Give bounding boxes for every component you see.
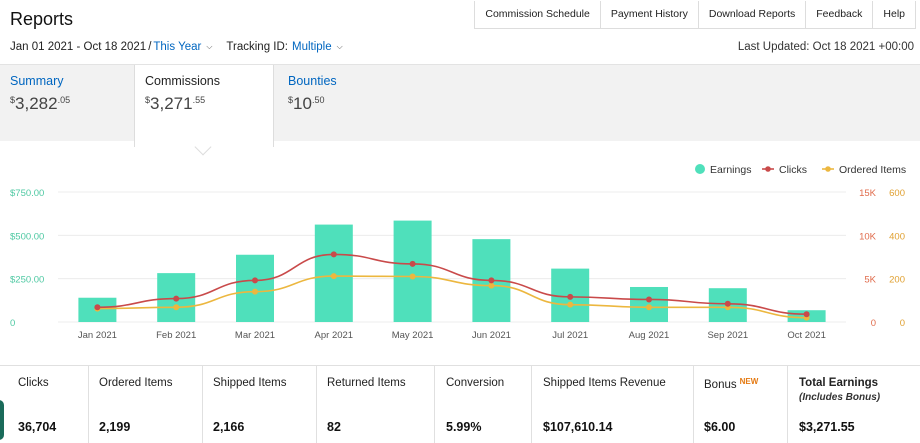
stat-value: $107,610.14 — [543, 420, 613, 434]
stat-value: 82 — [327, 420, 341, 434]
filter-bar: Jan 01 2021 - Oct 18 2021 / This Year ⌵ … — [10, 41, 343, 53]
clicks-point — [173, 295, 180, 302]
clicks-line — [97, 253, 807, 315]
legend-clicks-label: Clicks — [779, 164, 807, 176]
ordered-items-line — [97, 275, 807, 319]
y-right-clicks-tick: 15K — [859, 188, 877, 199]
summary-tabs: Summary $3,282.05 Commissions $3,271.55 … — [0, 64, 920, 147]
stat-value: 2,199 — [99, 420, 131, 434]
ordered-items-point — [646, 304, 652, 311]
ordered-items-point — [330, 273, 337, 280]
stat-shipped-items: Shipped Items 2,166 — [202, 366, 316, 443]
stat-returned-items: Returned Items 82 — [316, 366, 434, 443]
legend-earnings-label: Earnings — [710, 164, 751, 176]
stats-strip: Clicks 36,704 Ordered Items 2,199 Shippe… — [0, 365, 920, 443]
stat-clicks: Clicks 36,704 — [18, 377, 57, 434]
tab-label: Bounties — [288, 74, 337, 88]
legend-earnings-marker — [695, 164, 705, 174]
x-tick-label: Jan 2021 — [78, 330, 117, 341]
page-title: Reports — [10, 9, 74, 29]
clicks-point — [567, 293, 574, 300]
tab-label: Summary — [10, 74, 64, 88]
clicks-point — [409, 260, 416, 267]
stat-value: 2,166 — [213, 420, 245, 434]
clicks-point — [488, 277, 495, 284]
x-tick-label: Jul 2021 — [552, 330, 588, 341]
clicks-point — [724, 300, 731, 307]
clicks-point — [94, 304, 101, 311]
chevron-down-icon[interactable]: ⌵ — [206, 42, 213, 51]
stat-value: 36,704 — [18, 420, 57, 434]
ordered-items-point — [409, 273, 416, 280]
stat-subtitle: (Includes Bonus) — [799, 392, 881, 403]
y-left-tick: $250.00 — [10, 275, 44, 286]
x-tick-label: Feb 2021 — [156, 330, 196, 341]
download-reports-link[interactable]: Download Reports — [698, 1, 807, 29]
y-right-clicks-tick: 0 — [871, 318, 876, 329]
tab-commissions[interactable]: Commissions $3,271.55 — [134, 65, 274, 147]
clicks-point — [646, 296, 652, 303]
y-left-tick: 0 — [10, 318, 15, 329]
y-right-clicks-tick: 5K — [864, 275, 876, 286]
commission-schedule-link[interactable]: Commission Schedule — [475, 1, 601, 29]
report-header: Reports Commission Schedule Payment Hist… — [0, 0, 920, 64]
y-right-items-tick: 200 — [889, 275, 905, 286]
stat-value: $6.00 — [704, 420, 736, 434]
tab-amount: $10.50 — [288, 94, 325, 113]
tab-bounties[interactable]: Bounties $10.50 — [278, 65, 408, 142]
earnings-bar — [393, 220, 432, 322]
y-right-clicks-tick: 10K — [859, 231, 877, 242]
legend-ordered-dot — [825, 166, 831, 172]
stat-bonus: Bonus NEW $6.00 — [693, 366, 787, 443]
stat-value: 5.99% — [446, 420, 482, 434]
y-right-items-tick: 400 — [889, 231, 905, 242]
x-tick-label: Jun 2021 — [472, 330, 511, 341]
ordered-items-point — [567, 301, 574, 308]
earnings-bar — [236, 254, 274, 322]
date-range: Jan 01 2021 - Oct 18 2021 — [10, 41, 147, 53]
help-link[interactable]: Help — [873, 1, 916, 29]
new-badge: NEW — [739, 377, 759, 386]
clicks-point — [252, 277, 258, 284]
ordered-items-point — [488, 282, 495, 289]
top-nav: Commission Schedule Payment History Down… — [474, 1, 916, 29]
x-tick-label: May 2021 — [392, 330, 434, 341]
x-tick-label: Sep 2021 — [707, 330, 748, 341]
legend-ordered-label: Ordered Items — [839, 164, 906, 176]
legend-clicks-dot — [765, 166, 771, 172]
y-right-items-tick: 0 — [900, 318, 905, 329]
commissions-chart: 0 $250.00 $500.00 $750.00 0 5K 10K 15K 0 200 400 60… — [10, 164, 906, 341]
x-tick-label: Apr 2021 — [315, 330, 354, 341]
y-left-tick: $500.00 — [10, 231, 44, 242]
tracking-id-label: Tracking ID: — [226, 41, 288, 53]
stat-conversion: Conversion 5.99% — [434, 366, 531, 443]
side-handle — [0, 400, 4, 440]
y-right-items-tick: 600 — [889, 188, 905, 199]
chart-area: 0 $250.00 $500.00 $750.00 0 5K 10K 15K 0 200 400 60… — [0, 141, 920, 365]
clicks-point — [330, 251, 337, 258]
stat-ordered-items: Ordered Items 2,199 — [88, 366, 202, 443]
tab-summary[interactable]: Summary $3,282.05 — [0, 65, 134, 142]
period-dropdown[interactable]: This Year — [153, 41, 202, 53]
period-separator: / — [148, 41, 152, 53]
tab-amount: $3,271.55 — [145, 94, 206, 113]
ordered-items-point — [252, 288, 258, 295]
chevron-down-icon[interactable]: ⌵ — [336, 42, 343, 51]
x-tick-label: Aug 2021 — [629, 330, 670, 341]
tab-amount: $3,282.05 — [10, 94, 71, 113]
tracking-id-dropdown[interactable]: Multiple — [291, 41, 332, 53]
y-left-tick: $750.00 — [10, 188, 44, 199]
stat-value: $3,271.55 — [799, 420, 855, 434]
x-tick-label: Oct 2021 — [787, 330, 826, 341]
stat-total-earnings: Total Earnings (Includes Bonus) $3,271.5… — [787, 366, 920, 443]
ordered-items-point — [173, 304, 180, 311]
last-updated: Last Updated: Oct 18 2021 +00:00 — [737, 41, 914, 53]
stat-shipped-revenue: Shipped Items Revenue $107,610.14 — [531, 366, 693, 443]
x-tick-label: Mar 2021 — [235, 330, 275, 341]
tab-label: Commissions — [145, 74, 221, 88]
feedback-link[interactable]: Feedback — [806, 1, 874, 29]
clicks-point — [803, 311, 810, 318]
payment-history-link[interactable]: Payment History — [600, 1, 699, 29]
